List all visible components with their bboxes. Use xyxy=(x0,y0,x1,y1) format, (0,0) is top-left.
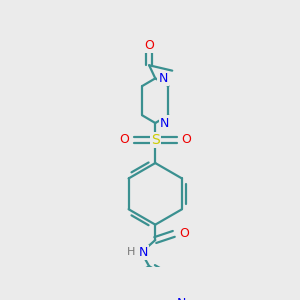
Text: O: O xyxy=(181,134,191,146)
Text: S: S xyxy=(151,133,160,147)
Text: N: N xyxy=(177,297,186,300)
Text: H: H xyxy=(127,248,135,257)
Text: O: O xyxy=(144,39,154,52)
Text: O: O xyxy=(180,227,190,240)
Text: N: N xyxy=(158,72,168,85)
Text: N: N xyxy=(160,116,169,130)
Text: N: N xyxy=(138,246,148,259)
Text: O: O xyxy=(120,134,129,146)
